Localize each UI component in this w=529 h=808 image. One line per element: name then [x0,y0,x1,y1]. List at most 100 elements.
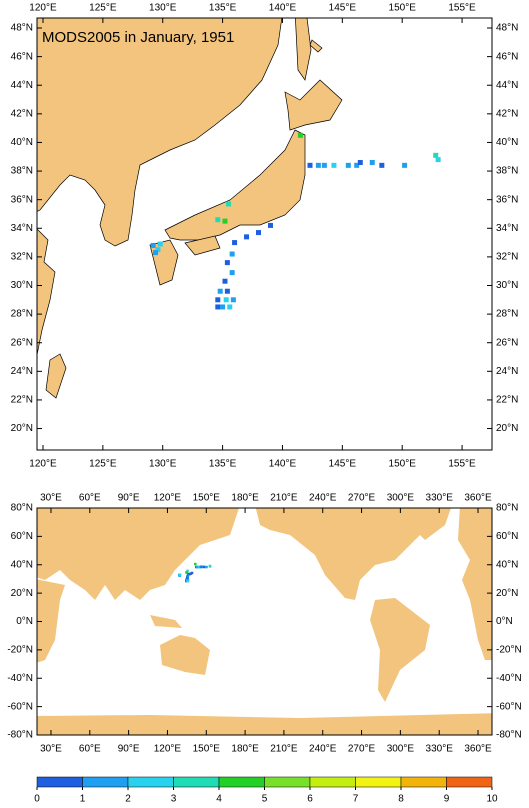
y-tick-label: -40°N [7,673,33,684]
colorbar-label: 1 [80,794,86,805]
colorbar-segment [264,776,311,788]
x-tick-label: 150°E [389,459,417,470]
y-tick-label: 38°N [496,166,518,177]
y-tick-label: 46°N [496,51,518,62]
y-tick-label: 46°N [11,51,33,62]
data-point [222,218,228,224]
data-point [208,565,212,568]
data-point [190,571,194,575]
colorbar-label: 6 [307,794,313,805]
x-tick-label: 145°E [329,3,357,14]
y-tick-label: -80°N [496,730,522,741]
shikoku [184,235,221,256]
x-tick-label: 120°E [154,493,182,504]
data-point [354,162,360,168]
data-point [435,157,441,163]
kuril-islands [309,39,323,53]
y-tick-label: 24°N [496,366,518,377]
y-tick-label: -80°N [7,730,33,741]
data-point [178,573,182,577]
data-point [226,201,232,207]
data-point [229,251,235,257]
greenland [405,508,451,540]
y-tick-label: 20°N [11,588,33,599]
y-tick-label: 40°N [11,137,33,148]
x-tick-label: 30°E [40,744,62,755]
data-point [357,159,363,165]
x-tick-label: 270°E [348,744,376,755]
x-tick-label: 330°E [426,493,454,504]
data-point [402,162,408,168]
y-tick-label: 20°N [11,423,33,434]
data-point [379,162,385,168]
x-tick-label: 30°E [40,493,62,504]
data-point [345,162,351,168]
data-point [227,304,233,310]
y-tick-label: 40°N [496,559,518,570]
y-tick-label: 0°N [16,616,33,627]
y-tick-label: 30°N [11,280,33,291]
data-point [189,572,192,575]
x-tick-label: 210°E [270,744,298,755]
x-tick-label: 130°E [149,459,177,470]
x-tick-label: 60°E [79,744,101,755]
y-tick-label: 22°N [11,395,33,406]
x-tick-label: 125°E [89,3,117,14]
y-tick-label: 22°N [496,395,518,406]
x-tick-label: 270°E [348,493,376,504]
data-point [433,152,439,158]
y-tick-label: 34°N [11,223,33,234]
x-tick-label: 155°E [448,459,476,470]
colorbar-segment [309,776,356,788]
y-tick-label: 36°N [11,194,33,205]
data-point [215,297,221,303]
y-tick-label: 60°N [11,531,33,542]
x-tick-label: 300°E [387,744,415,755]
colorbar-label: 0 [34,794,40,805]
colorbar-label: 2 [125,794,131,805]
y-tick-label: -60°N [496,701,522,712]
y-tick-label: 80°N [11,503,33,514]
x-tick-label: 60°E [79,493,101,504]
data-point [297,132,303,138]
data-point [229,270,235,276]
y-tick-label: 38°N [11,166,33,177]
data-point [223,297,229,303]
data-point [197,565,201,569]
y-tick-label: 40°N [11,559,33,570]
y-tick-label: 48°N [11,23,33,34]
bottom-land [37,508,492,735]
y-tick-label: 80°N [496,503,518,514]
colorbar-label: 4 [216,794,222,805]
colorbar-label: 5 [262,794,268,805]
x-tick-label: 130°E [149,3,177,14]
x-tick-label: 360°E [464,744,492,755]
y-tick-label: 20°N [496,423,518,434]
colorbar-label: 10 [486,794,498,805]
data-point [155,247,161,253]
y-tick-label: 20°N [496,588,518,599]
data-point [215,304,221,310]
colorbar-segment [218,776,265,788]
top-frame [36,17,493,451]
y-tick-label: 26°N [496,337,518,348]
data-point [186,579,189,583]
hokkaido [284,79,343,131]
x-tick-label: 135°E [209,3,237,14]
x-tick-label: 150°E [389,3,417,14]
europe-africa-west [458,508,492,660]
x-tick-label: 180°E [231,493,259,504]
data-point [153,250,159,256]
indonesia [150,615,182,628]
x-tick-label: 140°E [269,3,297,14]
x-tick-label: 155°E [448,3,476,14]
data-point [256,230,262,236]
data-point [267,222,273,228]
asia-mainland [37,18,283,247]
data-point [217,288,223,294]
colorbar-label: 8 [398,794,404,805]
data-point [232,240,238,246]
y-tick-label: 26°N [11,337,33,348]
x-tick-label: 360°E [464,493,492,504]
y-tick-label: 36°N [496,194,518,205]
